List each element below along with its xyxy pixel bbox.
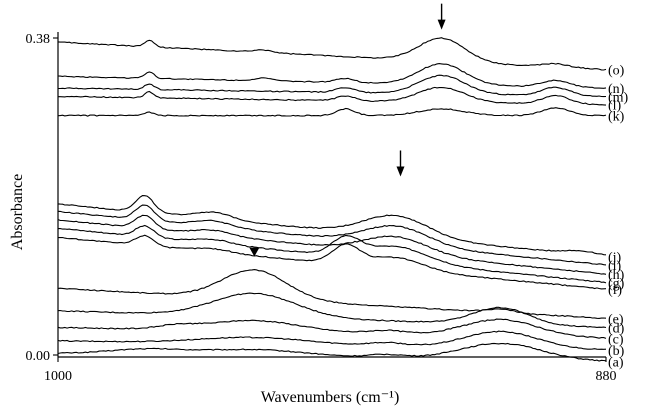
spectrum-curve bbox=[57, 63, 607, 89]
series-label: (j) bbox=[608, 251, 622, 266]
x-tick-label: 880 bbox=[596, 369, 617, 384]
spectrum-curve bbox=[57, 342, 607, 362]
peak-arrow-head bbox=[396, 166, 405, 177]
spectrum-curve bbox=[57, 269, 607, 319]
series-label: (m) bbox=[608, 90, 629, 105]
series-label: (o) bbox=[608, 64, 625, 79]
series-label: (e) bbox=[608, 312, 624, 327]
series-label: (h) bbox=[608, 268, 625, 283]
spectrum-curve bbox=[58, 86, 607, 106]
series-label: (f) bbox=[608, 283, 622, 298]
spectrum-curve bbox=[57, 37, 607, 71]
spectrum-curve bbox=[57, 292, 607, 329]
x-tick-label: 1000 bbox=[44, 369, 72, 384]
spectrum-curve bbox=[57, 195, 607, 256]
spectrum-curve bbox=[58, 234, 607, 290]
peak-annotations bbox=[249, 3, 446, 257]
y-tick-label: 0.38 bbox=[26, 32, 51, 47]
series-label: (b) bbox=[608, 344, 625, 359]
series-label: (i) bbox=[608, 259, 622, 274]
series-label: (c) bbox=[608, 332, 624, 347]
axes: 0.00 0.38 1000 880 bbox=[26, 32, 617, 384]
spectrum-curve bbox=[57, 214, 607, 275]
peak-triangle-marker bbox=[249, 247, 260, 257]
spectrum-curve bbox=[57, 318, 607, 339]
curve-labels: (a)(b)(c)(d)(e)(f)(g)(h)(i)(j)(k)(l)(m)(… bbox=[608, 64, 629, 371]
spectrum-curve bbox=[58, 224, 607, 284]
series-label: (g) bbox=[608, 276, 625, 291]
series-label: (n) bbox=[608, 82, 625, 97]
series-label: (l) bbox=[608, 99, 622, 114]
series-label: (k) bbox=[608, 110, 625, 125]
series-label: (d) bbox=[608, 321, 625, 336]
x-axis-label: Wavenumbers (cm⁻¹) bbox=[261, 389, 400, 406]
y-tick-label: 0.00 bbox=[26, 349, 51, 364]
y-axis-label: Absorbance bbox=[9, 174, 26, 250]
spectrum-curve bbox=[57, 204, 607, 266]
spectra-curves bbox=[57, 37, 607, 362]
spectrum-curve bbox=[57, 107, 607, 117]
peak-arrow-head bbox=[437, 19, 446, 30]
series-label: (a) bbox=[608, 356, 624, 371]
spectrum-curve bbox=[57, 330, 607, 350]
spectrum-curve bbox=[58, 74, 607, 98]
